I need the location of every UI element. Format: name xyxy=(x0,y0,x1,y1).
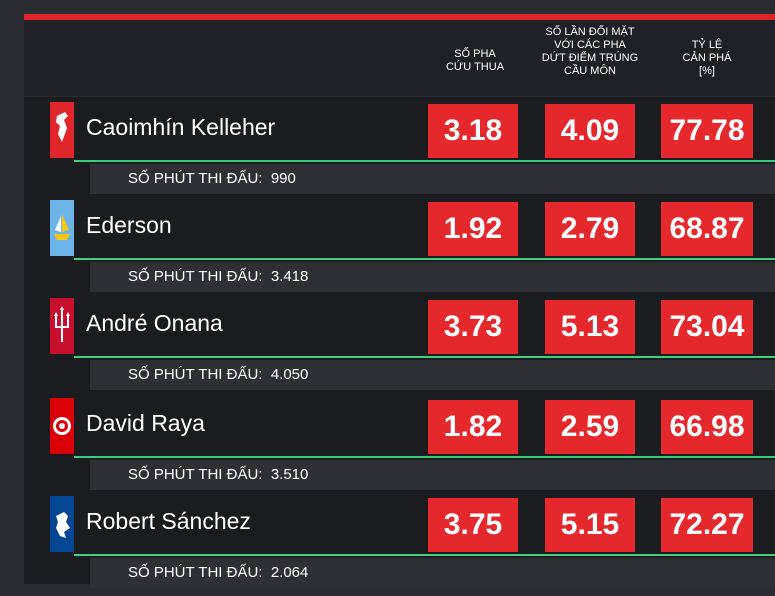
col-rate-header: TỶ LỆ CẢN PHÁ [%] xyxy=(661,39,753,78)
minutes-label: SỐ PHÚT THI ĐẤU: xyxy=(128,466,263,483)
minutes-value: 3.510 xyxy=(270,466,309,483)
col-saves-header-line: CỨU THUA xyxy=(445,61,505,73)
save-rate-value: 77.78 xyxy=(661,104,753,158)
minutes-band xyxy=(90,460,775,490)
minutes-value: 4.050 xyxy=(270,366,309,383)
minutes-band xyxy=(90,558,775,588)
lion-icon xyxy=(50,496,74,552)
minutes-value: 3.418 xyxy=(270,268,309,285)
col-faced-header-line: CẦU MÔN xyxy=(564,65,616,77)
minutes-value: 990 xyxy=(270,170,296,187)
minutes-label: SỐ PHÚT THI ĐẤU: xyxy=(128,564,263,581)
player-name: André Onana xyxy=(86,310,223,336)
shots-faced-value: 5.15 xyxy=(545,498,635,552)
row-divider xyxy=(74,456,775,458)
save-rate-value: 66.98 xyxy=(661,400,753,454)
player-row: David Raya 1.82 2.59 66.98 SỐ PHÚT THI Đ… xyxy=(24,396,775,494)
trident-icon xyxy=(50,298,74,354)
col-faced-header-line: DỨT ĐIỂM TRÚNG xyxy=(541,52,639,64)
save-rate-value: 73.04 xyxy=(661,300,753,354)
shots-faced-value: 2.79 xyxy=(545,202,635,256)
player-row: Ederson 1.92 2.79 68.87 SỐ PHÚT THI ĐẤU:… xyxy=(24,198,775,296)
col-rate-header-line: [%] xyxy=(699,65,715,77)
row-divider xyxy=(74,160,775,162)
minutes-played: SỐ PHÚT THI ĐẤU: 990 xyxy=(128,170,296,187)
ship-icon xyxy=(50,200,74,256)
minutes-played: SỐ PHÚT THI ĐẤU: 2.064 xyxy=(128,564,308,581)
player-name: Ederson xyxy=(86,212,172,238)
saves-value: 3.73 xyxy=(428,300,518,354)
table-header: SỐ PHA CỨU THUA SỐ LẦN ĐỐI MẶT VỚI CÁC P… xyxy=(24,20,775,97)
shots-faced-value: 5.13 xyxy=(545,300,635,354)
saves-value: 1.92 xyxy=(428,202,518,256)
minutes-band xyxy=(90,360,775,390)
goalkeeper-stats-panel: SỐ PHA CỨU THUA SỐ LẦN ĐỐI MẶT VỚI CÁC P… xyxy=(24,14,775,588)
player-name: Caoimhín Kelleher xyxy=(86,114,276,140)
minutes-band xyxy=(90,164,775,194)
liverbird-icon xyxy=(50,102,74,158)
col-faced-header-line: VỚI CÁC PHA xyxy=(554,39,626,51)
row-divider xyxy=(74,554,775,556)
save-rate-value: 72.27 xyxy=(661,498,753,552)
minutes-value: 2.064 xyxy=(270,564,309,581)
col-rate-header-line: CẢN PHÁ xyxy=(682,52,732,64)
saves-value: 3.75 xyxy=(428,498,518,552)
shots-faced-value: 4.09 xyxy=(545,104,635,158)
row-divider xyxy=(74,258,775,260)
player-row: Robert Sánchez 3.75 5.15 72.27 SỐ PHÚT T… xyxy=(24,494,775,592)
minutes-label: SỐ PHÚT THI ĐẤU: xyxy=(128,366,263,383)
shots-faced-value: 2.59 xyxy=(545,400,635,454)
minutes-played: SỐ PHÚT THI ĐẤU: 3.418 xyxy=(128,268,308,285)
save-rate-value: 68.87 xyxy=(661,202,753,256)
col-saves-header-line: SỐ PHA xyxy=(454,48,496,60)
col-rate-header-line: TỶ LỆ xyxy=(691,39,723,51)
saves-value: 3.18 xyxy=(428,104,518,158)
player-row: André Onana 3.73 5.13 73.04 SỐ PHÚT THI … xyxy=(24,296,775,394)
minutes-played: SỐ PHÚT THI ĐẤU: 3.510 xyxy=(128,466,308,483)
player-name: Robert Sánchez xyxy=(86,508,251,534)
top-accent-bar xyxy=(24,14,775,20)
minutes-label: SỐ PHÚT THI ĐẤU: xyxy=(128,268,263,285)
cannon-icon xyxy=(50,398,74,454)
player-name: David Raya xyxy=(86,410,205,436)
minutes-played: SỐ PHÚT THI ĐẤU: 4.050 xyxy=(128,366,308,383)
saves-value: 1.82 xyxy=(428,400,518,454)
col-saves-header: SỐ PHA CỨU THUA xyxy=(430,48,520,74)
col-faced-header-line: SỐ LẦN ĐỐI MẶT xyxy=(545,26,635,38)
minutes-label: SỐ PHÚT THI ĐẤU: xyxy=(128,170,263,187)
player-row: Caoimhín Kelleher 3.18 4.09 77.78 SỐ PHÚ… xyxy=(24,100,775,198)
col-faced-header: SỐ LẦN ĐỐI MẶT VỚI CÁC PHA DỨT ĐIỂM TRÚN… xyxy=(530,26,650,78)
minutes-band xyxy=(90,262,775,292)
row-divider xyxy=(74,356,775,358)
